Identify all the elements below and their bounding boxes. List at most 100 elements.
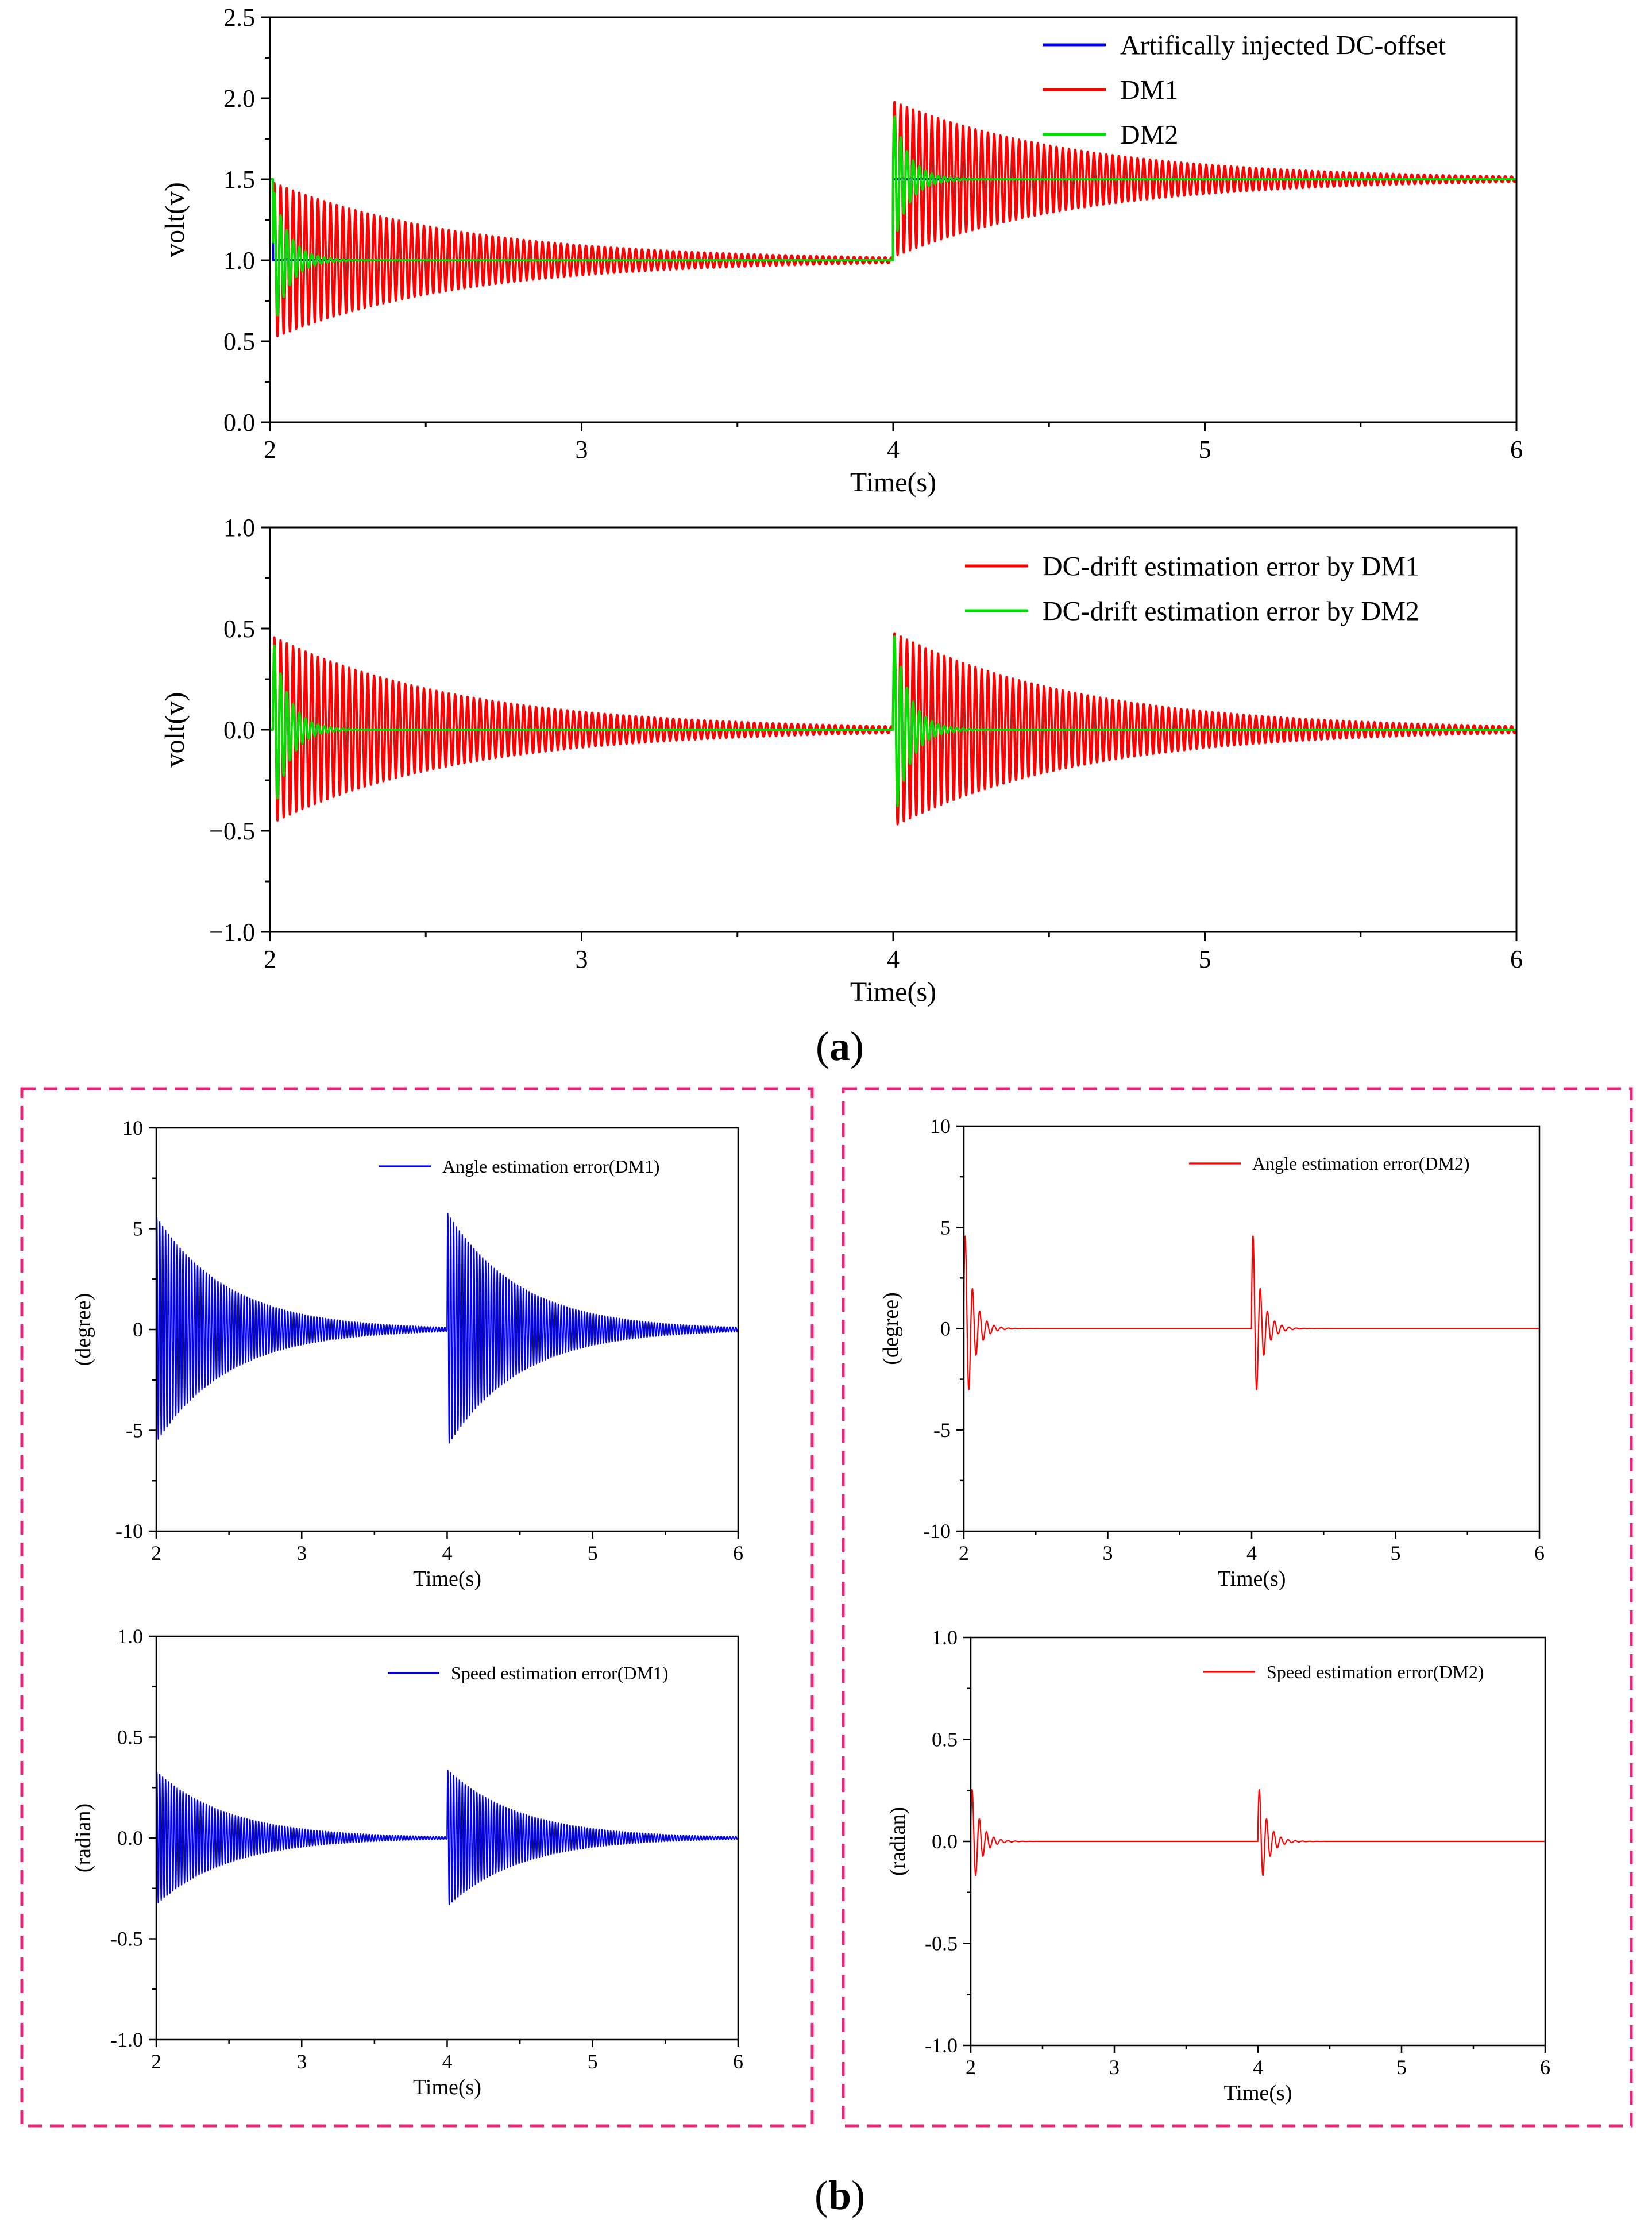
- x-axis-label: Time(s): [850, 977, 936, 1007]
- legend: Speed estimation error(DM2): [1203, 1662, 1484, 1682]
- x-tick-label: 6: [1534, 1542, 1545, 1564]
- legend-label: Angle estimation error(DM2): [1252, 1153, 1470, 1174]
- legend-label: DC-drift estimation error by DM1: [1043, 551, 1419, 581]
- y-tick-label: -0.5: [110, 1928, 143, 1951]
- x-axis-label: Time(s): [413, 2075, 481, 2099]
- legend-label: DM2: [1120, 120, 1178, 150]
- legend-label: Angle estimation error(DM1): [442, 1156, 660, 1177]
- x-tick-label: 5: [1199, 436, 1211, 464]
- y-tick-label: 1.0: [223, 246, 255, 275]
- y-tick-label: 0: [133, 1318, 143, 1341]
- chart-dc-offset-volt: 2 3 4 5 6 0.0 0.5 1.0 1.5 2.0 2.5 Time(s) volt(v) Art…: [160, 3, 1523, 498]
- x-tick-label: 6: [733, 2050, 743, 2073]
- panel-frame-dm2: [842, 1087, 1633, 2128]
- y-tick-label: 0: [940, 1317, 951, 1340]
- y-axis-label: volt(v): [160, 182, 190, 257]
- legend: Artifically injected DC-offset DM1 DM2: [1043, 30, 1446, 150]
- y-tick-label: 10: [930, 1115, 951, 1138]
- x-axis-label: Time(s): [1224, 2081, 1292, 2105]
- x-tick-label: 6: [1510, 436, 1523, 464]
- panel-frame-dm1: [20, 1087, 814, 2128]
- y-tick-label: 2.0: [223, 84, 255, 113]
- legend-label: DC-drift estimation error by DM2: [1043, 596, 1419, 626]
- y-tick-label: 1.0: [932, 1626, 958, 1649]
- x-tick-label: 5: [1391, 1542, 1401, 1564]
- chart-speed-error-dm2: 2 3 4 5 6 -1.0 -0.5 0.0 0.5 1.0 Time(s) (radian) Spe…: [886, 1626, 1550, 2105]
- y-tick-label: 0.0: [223, 409, 255, 437]
- y-tick-label: 0.5: [117, 1726, 143, 1749]
- caption-b: (b): [815, 2172, 865, 2218]
- series-line-dc-drift-estimation-error-by-dm2: [270, 635, 1516, 807]
- chart-dc-drift-error: 2 3 4 5 6 −1.0 −0.5 0.0 0.5 1.0 Time(s) volt(v) DC-d…: [160, 514, 1523, 1007]
- y-axis-label: volt(v): [160, 692, 190, 768]
- y-tick-label: -1.0: [925, 2034, 958, 2057]
- y-tick-label: -5: [126, 1419, 143, 1442]
- legend: Speed estimation error(DM1): [388, 1663, 669, 1683]
- chart-speed-error-dm1: 2 3 4 5 6 -1.0 -0.5 0.0 0.5 1.0 Time(s) (radian) Spe…: [71, 1625, 743, 2099]
- plot-area: [964, 1235, 1539, 1390]
- legend-label: Speed estimation error(DM2): [1267, 1662, 1484, 1682]
- x-tick-label: 4: [1253, 2056, 1263, 2079]
- x-tick-label: 5: [588, 1542, 598, 1564]
- x-tick-label: 4: [1246, 1542, 1257, 1564]
- y-tick-label: 5: [940, 1216, 951, 1239]
- y-tick-label: 0.0: [932, 1830, 958, 1853]
- x-tick-label: 3: [296, 2050, 307, 2073]
- legend-label: DM1: [1120, 75, 1178, 105]
- plot-area: [270, 632, 1516, 826]
- x-tick-label: 5: [1199, 945, 1211, 973]
- x-tick-label: 4: [442, 2050, 453, 2073]
- y-tick-label: −0.5: [209, 817, 255, 845]
- plot-area: [270, 101, 1516, 337]
- x-tick-label: 2: [151, 1542, 161, 1564]
- y-tick-label: 1.0: [223, 514, 255, 542]
- y-tick-label: -1.0: [110, 2028, 143, 2051]
- y-tick-label: 10: [122, 1116, 143, 1139]
- x-tick-label: 6: [1540, 2056, 1550, 2079]
- series-line-dm2: [270, 115, 1516, 317]
- chart-angle-error-dm1: 2 3 4 5 6 -10 -5 0 5 10 Time(s) (degree) Angle estim…: [71, 1116, 743, 1591]
- caption-a: (a): [816, 1023, 864, 1069]
- y-tick-label: -5: [933, 1419, 951, 1442]
- y-tick-label: 1.0: [117, 1625, 143, 1648]
- legend-label: Artifically injected DC-offset: [1120, 30, 1446, 60]
- x-axis-label: Time(s): [850, 467, 936, 498]
- series-line-speed-estimation-error-dm1: [156, 1769, 738, 1905]
- x-tick-label: 6: [1510, 945, 1523, 973]
- y-tick-label: 0.5: [223, 327, 255, 356]
- chart-angle-error-dm2: 2 3 4 5 6 -10 -5 0 5 10 Time(s) (degree) Angle estim…: [879, 1115, 1545, 1591]
- x-tick-label: 2: [151, 2050, 161, 2073]
- y-axis-label: (degree): [71, 1293, 95, 1366]
- plot-area: [156, 1213, 738, 1444]
- series-line-angle-estimation-error-dm1: [156, 1213, 738, 1444]
- y-tick-label: 0.5: [223, 615, 255, 643]
- x-tick-label: 2: [959, 1542, 969, 1564]
- series-line-angle-estimation-error-dm2: [964, 1235, 1539, 1390]
- x-axis-label: Time(s): [413, 1567, 481, 1591]
- x-tick-label: 2: [264, 436, 276, 464]
- legend-label: Speed estimation error(DM1): [451, 1663, 669, 1683]
- y-tick-label: 0.0: [117, 1826, 143, 1849]
- y-tick-label: 2.5: [223, 3, 255, 32]
- y-tick-label: 0.5: [932, 1728, 958, 1751]
- series-line-speed-estimation-error-dm2: [971, 1789, 1545, 1876]
- x-tick-label: 5: [588, 2050, 598, 2073]
- y-tick-label: −1.0: [209, 918, 255, 946]
- y-axis-label: (radian): [886, 1807, 910, 1876]
- x-tick-label: 5: [1396, 2056, 1407, 2079]
- legend: DC-drift estimation error by DM1 DC-drift…: [965, 551, 1419, 626]
- x-axis-label: Time(s): [1218, 1567, 1286, 1591]
- x-tick-label: 3: [576, 436, 588, 464]
- x-tick-label: 3: [1109, 2056, 1120, 2079]
- y-axis-label: (degree): [879, 1292, 903, 1365]
- x-tick-label: 3: [1103, 1542, 1113, 1564]
- x-tick-label: 2: [966, 2056, 976, 2079]
- legend: Angle estimation error(DM2): [1189, 1153, 1470, 1174]
- legend: Angle estimation error(DM1): [379, 1156, 660, 1177]
- x-tick-label: 3: [296, 1542, 307, 1564]
- x-tick-label: 3: [576, 945, 588, 973]
- y-tick-label: 0.0: [223, 716, 255, 744]
- y-tick-label: 1.5: [223, 165, 255, 194]
- x-tick-label: 6: [733, 1542, 743, 1564]
